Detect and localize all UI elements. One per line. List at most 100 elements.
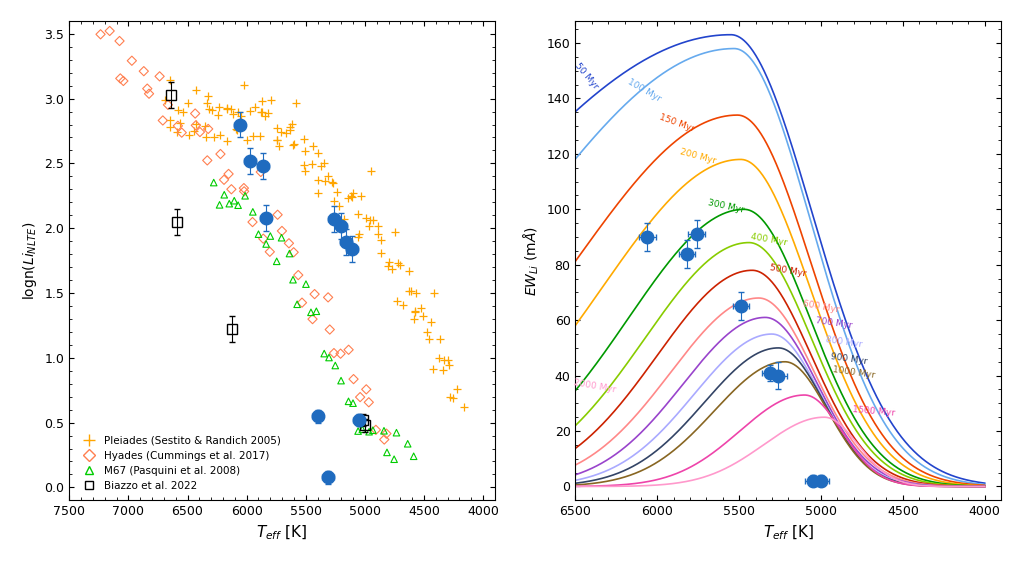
- Point: [407, 306, 423, 315]
- Point: [255, 234, 271, 243]
- Point: [430, 353, 446, 362]
- Point: [191, 128, 208, 137]
- Point: [261, 247, 278, 256]
- Point: [281, 239, 297, 248]
- Point: [112, 74, 128, 83]
- Point: [290, 271, 306, 280]
- Point: [361, 221, 378, 230]
- Point: [388, 428, 404, 437]
- Point: [170, 122, 186, 131]
- Point: [112, 37, 128, 46]
- Text: 100 Myr: 100 Myr: [626, 77, 663, 103]
- Point: [202, 105, 218, 114]
- Point: [223, 104, 240, 113]
- Point: [216, 190, 232, 199]
- Point: [200, 92, 216, 101]
- Y-axis label: $EW_{Li}$ (m$\AA$): $EW_{Li}$ (m$\AA$): [521, 226, 541, 296]
- Point: [285, 275, 301, 284]
- Point: [295, 135, 311, 144]
- Text: 1000 Myr: 1000 Myr: [831, 365, 876, 380]
- Point: [333, 376, 349, 385]
- Point: [345, 189, 361, 198]
- Point: [313, 162, 330, 171]
- Point: [294, 298, 310, 307]
- Point: [325, 178, 341, 187]
- Point: [228, 126, 245, 135]
- Point: [450, 385, 466, 394]
- Point: [407, 308, 423, 317]
- Point: [187, 121, 204, 130]
- Point: [360, 398, 377, 407]
- Point: [321, 353, 337, 362]
- Point: [439, 355, 456, 364]
- Point: [408, 288, 424, 297]
- Point: [441, 392, 458, 401]
- Point: [399, 439, 416, 448]
- Point: [324, 177, 340, 186]
- Y-axis label: logn($Li_{NLTE}$): logn($Li_{NLTE}$): [20, 221, 39, 300]
- Point: [381, 257, 397, 266]
- Point: [419, 327, 435, 336]
- Point: [253, 167, 269, 176]
- Point: [321, 171, 337, 180]
- Point: [373, 248, 389, 257]
- Point: [350, 209, 367, 218]
- Point: [187, 86, 204, 95]
- Point: [352, 392, 369, 401]
- Text: 800 Myr: 800 Myr: [825, 336, 863, 350]
- Point: [423, 318, 439, 327]
- Point: [370, 229, 386, 238]
- Point: [350, 232, 367, 241]
- Point: [384, 265, 400, 274]
- Point: [326, 196, 342, 205]
- Point: [340, 345, 356, 354]
- Text: 2000 Myr: 2000 Myr: [573, 378, 616, 395]
- Point: [212, 130, 228, 139]
- Point: [380, 262, 396, 271]
- Point: [286, 248, 302, 257]
- Point: [282, 125, 298, 134]
- Point: [228, 124, 245, 133]
- Point: [392, 261, 409, 270]
- Point: [413, 303, 429, 312]
- Point: [327, 361, 343, 370]
- Point: [258, 239, 274, 248]
- Point: [252, 132, 268, 141]
- Point: [180, 130, 197, 139]
- Point: [316, 349, 333, 358]
- Point: [270, 142, 287, 151]
- Text: 600 Myr: 600 Myr: [802, 299, 840, 314]
- Point: [139, 84, 156, 93]
- Point: [278, 129, 294, 138]
- Point: [435, 365, 452, 374]
- Point: [406, 314, 422, 323]
- Point: [124, 56, 140, 65]
- Point: [229, 108, 246, 117]
- Text: 900 Myr: 900 Myr: [829, 352, 867, 366]
- X-axis label: $T_{eff}$ [K]: $T_{eff}$ [K]: [763, 524, 814, 542]
- Point: [310, 149, 327, 158]
- Point: [406, 452, 422, 461]
- Text: 500 Myr: 500 Myr: [769, 263, 807, 278]
- Point: [242, 106, 258, 115]
- Point: [219, 104, 236, 113]
- Point: [180, 99, 197, 108]
- Point: [426, 289, 442, 298]
- Point: [353, 192, 370, 201]
- Point: [162, 75, 178, 84]
- Point: [247, 102, 263, 111]
- Point: [297, 167, 313, 176]
- Text: 150 Myr: 150 Myr: [658, 113, 696, 134]
- Point: [340, 194, 356, 203]
- Point: [101, 26, 118, 35]
- Point: [365, 426, 381, 435]
- Point: [226, 196, 243, 205]
- Point: [268, 135, 285, 144]
- Text: 700 Myr: 700 Myr: [815, 316, 853, 330]
- Point: [402, 286, 419, 295]
- Point: [155, 116, 171, 125]
- Point: [331, 201, 347, 210]
- Point: [257, 111, 273, 120]
- Point: [456, 403, 472, 412]
- Point: [245, 217, 261, 226]
